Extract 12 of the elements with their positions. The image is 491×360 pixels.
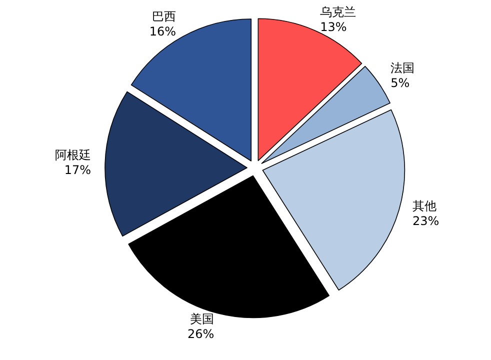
- data-label: 23%: [412, 214, 440, 228]
- slice-label: 美国: [190, 312, 214, 326]
- data-label: 17%: [64, 162, 92, 177]
- data-label: 26%: [188, 326, 214, 341]
- slice-label: 法国: [390, 60, 415, 75]
- data-label: 5%: [390, 76, 410, 90]
- slice-label: 巴西: [152, 9, 176, 24]
- slice-label: 其他: [412, 198, 436, 213]
- data-label: 16%: [149, 24, 176, 38]
- slice-label: 阿根廷: [55, 148, 92, 162]
- slice-label: 乌克兰: [320, 5, 356, 19]
- data-label: 13%: [320, 20, 347, 34]
